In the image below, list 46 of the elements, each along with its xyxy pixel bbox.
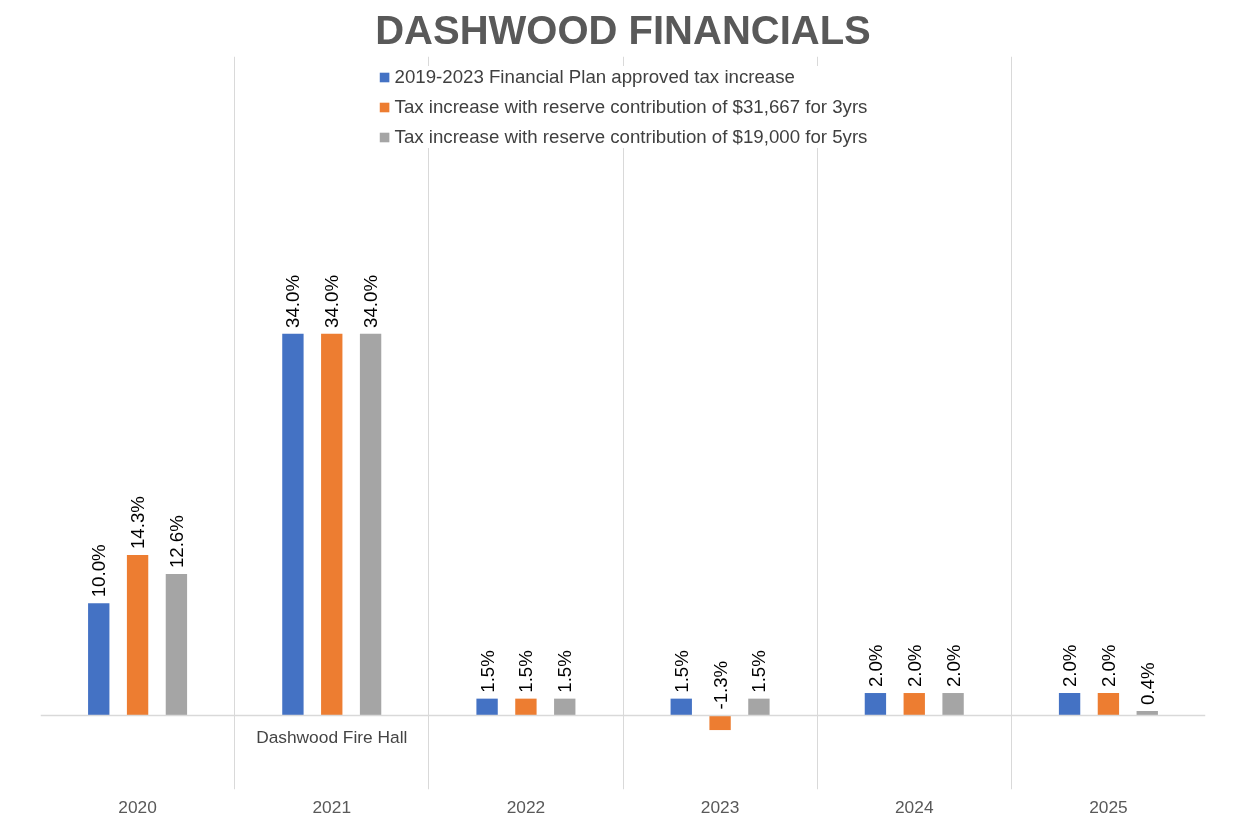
bar — [942, 693, 964, 716]
data-label: 2.0% — [1097, 644, 1119, 688]
bar — [1058, 693, 1081, 716]
bar — [709, 715, 731, 731]
data-label: 2.0% — [903, 644, 925, 688]
data-label: -1.3% — [709, 660, 731, 710]
legend-label: Tax increase with reserve contribution of $31,667 for 3yrs — [394, 96, 868, 118]
bar — [670, 698, 692, 716]
bar — [282, 333, 304, 716]
data-label: 12.6% — [165, 515, 187, 569]
x-tick-label: 2023 — [700, 796, 740, 817]
bar — [1097, 693, 1120, 716]
bar — [864, 693, 887, 716]
legend-label: 2019-2023 Financial Plan approved tax increase — [394, 66, 795, 88]
bar — [476, 698, 498, 716]
data-label: 34.0% — [321, 275, 343, 328]
bar — [903, 693, 925, 716]
data-label: 10.0% — [88, 544, 110, 598]
data-label: 1.5% — [748, 650, 770, 693]
data-label: 2.0% — [864, 644, 886, 688]
data-label: 14.3% — [127, 496, 149, 550]
bar — [359, 333, 382, 716]
bar — [554, 698, 576, 716]
bar — [165, 574, 188, 716]
x-tick-label: 2021 — [312, 796, 352, 817]
data-label: 2.0% — [942, 644, 964, 688]
legend-label: Tax increase with reserve contribution of $19,000 for 5yrs — [394, 126, 868, 148]
bar — [126, 554, 149, 716]
data-label: 1.5% — [476, 650, 498, 693]
data-label: 2.0% — [1059, 644, 1081, 688]
bar — [748, 698, 770, 716]
data-label: 1.5% — [515, 650, 537, 693]
data-label: 34.0% — [282, 275, 304, 328]
data-label: 0.4% — [1136, 662, 1158, 706]
data-label: 1.5% — [670, 650, 692, 693]
chart-title: DASHWOOD FINANCIALS — [375, 7, 871, 52]
x-tick-label: 2020 — [118, 796, 157, 817]
x-tick-label: 2025 — [1089, 796, 1128, 817]
annotation: Dashwood Fire Hall — [256, 727, 408, 748]
data-label: 34.0% — [360, 275, 382, 328]
bar — [515, 698, 537, 716]
x-tick-label: 2024 — [894, 796, 934, 817]
x-tick-label: 2022 — [506, 796, 546, 817]
data-label: 1.5% — [554, 650, 576, 693]
bar — [321, 333, 343, 716]
bar — [88, 603, 110, 716]
